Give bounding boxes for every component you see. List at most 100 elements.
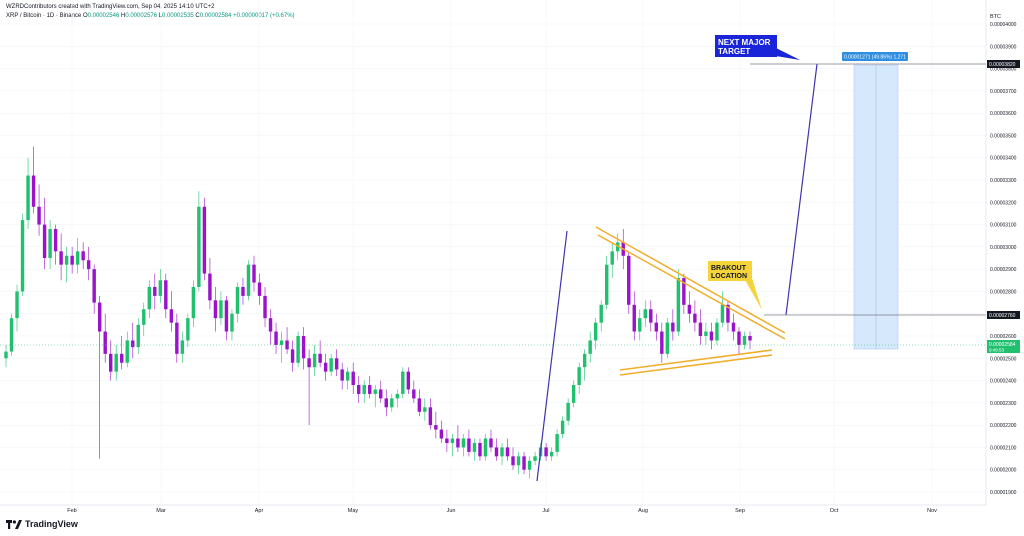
- candle-down: [164, 280, 168, 310]
- candle-down: [131, 340, 135, 348]
- candle-down: [42, 224, 47, 258]
- price-axis-ticks: 0.00004000 0.00003900 0.00003800 0.00003700…: [990, 22, 1017, 496]
- current-price-box: [987, 340, 1020, 353]
- candle-up: [180, 340, 185, 354]
- candle-up: [373, 389, 377, 394]
- candle-down: [544, 447, 548, 457]
- candle-up: [147, 286, 151, 310]
- candle-down: [274, 331, 278, 345]
- candle-down: [467, 438, 471, 452]
- candle-up: [450, 438, 455, 443]
- candle-down: [384, 398, 388, 408]
- candle-down: [334, 358, 339, 370]
- open-label: O: [82, 13, 88, 19]
- time-tick-label: Apr: [255, 508, 264, 514]
- candle-down: [97, 302, 102, 332]
- time-tick-label: Feb: [67, 508, 76, 514]
- candle-down: [682, 278, 686, 305]
- symbol-ohlc-line: XRP / Bitcoin · 1D · Binance O0.00002546…: [6, 13, 295, 19]
- candle-down: [59, 251, 63, 265]
- lower-trendline-outer: [619, 349, 773, 371]
- time-axis-ticks: Feb Mar Apr May Jun Jul Aug Sep Oct Nov: [67, 508, 937, 514]
- price-tick-label: 0.00003800: [990, 67, 1017, 73]
- projection-line-past: [536, 230, 568, 482]
- candle-down: [224, 300, 229, 332]
- candle-up: [197, 206, 201, 287]
- candle-up: [48, 229, 52, 258]
- candle-down: [103, 331, 107, 354]
- candle-down: [439, 429, 444, 439]
- high-value: 0.00002576: [125, 13, 158, 19]
- candle-up: [605, 264, 609, 305]
- target-price-label: 0.00003820: [989, 62, 1016, 68]
- price-tick-label: 0.00002900: [990, 267, 1017, 273]
- candle-up: [643, 309, 647, 319]
- candle-down: [109, 353, 113, 372]
- candle-up: [566, 402, 570, 421]
- time-tick-label: Aug: [638, 508, 648, 514]
- candle-up: [390, 398, 394, 408]
- candle-up: [571, 385, 576, 403]
- candle-up: [549, 451, 554, 457]
- candle-down: [86, 260, 91, 270]
- candle-down: [285, 340, 289, 350]
- candle-down: [169, 309, 174, 323]
- price-tick-label: 0.00004000: [990, 22, 1017, 28]
- candle-up: [555, 434, 559, 452]
- candle-up: [593, 322, 598, 341]
- measure-label: 0.00001271 (49.86%) 1,271: [844, 55, 906, 61]
- candle-down: [241, 286, 245, 296]
- resistance-price-box: [987, 311, 1020, 319]
- time-tick-label: Jun: [447, 508, 456, 514]
- candle-down: [323, 362, 328, 372]
- candle-up: [582, 353, 587, 368]
- candle-down: [687, 304, 692, 314]
- upper-trendline-inner: [597, 234, 786, 340]
- candle-down: [357, 385, 361, 394]
- candle-down: [649, 309, 653, 323]
- bar-countdown-label: 9:49:53: [989, 348, 1005, 353]
- candle-up: [704, 331, 708, 336]
- upper-trendline-outer: [595, 226, 786, 334]
- price-tick-label: 0.00002200: [990, 423, 1017, 429]
- candle-up: [500, 447, 504, 457]
- candle-up: [461, 438, 466, 448]
- candle-down: [412, 389, 416, 399]
- candle-up: [423, 407, 427, 412]
- time-tick-label: Nov: [927, 508, 937, 514]
- candle-down: [456, 438, 460, 448]
- candle-down: [301, 336, 306, 359]
- candle-up: [4, 351, 8, 359]
- candle-up: [186, 318, 190, 341]
- candle-down: [153, 286, 157, 296]
- candle-up: [20, 220, 25, 292]
- price-tick-label: 0.00002000: [990, 468, 1017, 474]
- low-value: 0.00002535: [162, 13, 194, 19]
- time-tick-label: May: [348, 508, 359, 514]
- candle-down: [660, 331, 664, 354]
- price-tick-label: 0.00003900: [990, 44, 1017, 50]
- candle-down: [428, 407, 433, 426]
- high-label: H: [120, 13, 126, 19]
- resistance-price-label: 0.00002760: [989, 313, 1016, 319]
- candle-up: [246, 264, 251, 296]
- candle-up: [395, 393, 399, 399]
- candle-down: [654, 322, 659, 332]
- candle-down: [693, 313, 697, 323]
- candle-up: [345, 371, 350, 381]
- candle-down: [53, 229, 58, 252]
- candle-up: [588, 340, 592, 354]
- candle-down: [208, 273, 212, 301]
- time-tick-label: Sep: [735, 508, 745, 514]
- candle-down: [213, 300, 218, 319]
- candle-up: [472, 442, 477, 452]
- current-price-label: 0.00002584: [989, 342, 1016, 348]
- tradingview-logo[interactable]: TradingView: [6, 519, 78, 529]
- breakout-callout-pointer: [744, 278, 762, 310]
- candle-up: [75, 251, 80, 265]
- candle-down: [632, 304, 636, 332]
- candle-down: [494, 447, 499, 457]
- candle-up: [676, 278, 681, 332]
- price-tick-label: 0.00002500: [990, 356, 1017, 362]
